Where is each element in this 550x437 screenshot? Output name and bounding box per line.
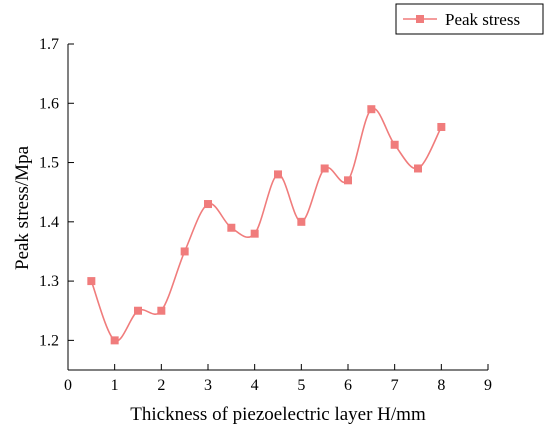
x-tick-label: 8 bbox=[437, 377, 445, 394]
legend-box bbox=[395, 3, 544, 35]
data-point-marker bbox=[437, 122, 446, 131]
legend-marker-swatch bbox=[416, 15, 424, 23]
x-tick-label: 3 bbox=[204, 377, 212, 394]
axis-ticks: 0 1 2 3 4 5 6 7 8 9 1.2 1.3 1.4 1.5 1.6 1.7 bbox=[39, 36, 492, 394]
x-tick-label: 4 bbox=[251, 377, 259, 394]
y-tick-label: 1.6 bbox=[39, 95, 59, 112]
x-axis-label: Thickness of piezoelectric layer H/mm bbox=[130, 404, 426, 425]
data-point-marker bbox=[250, 229, 259, 238]
series-layer bbox=[87, 105, 446, 345]
y-tick-label: 1.3 bbox=[39, 273, 59, 290]
x-tick-label: 2 bbox=[157, 377, 165, 394]
series-line bbox=[90, 107, 443, 342]
x-tick-label: 5 bbox=[297, 377, 305, 394]
legend: Peak stress bbox=[395, 3, 544, 35]
y-tick-label: 1.4 bbox=[39, 214, 59, 231]
data-point-marker bbox=[204, 200, 212, 209]
data-point-marker bbox=[414, 164, 422, 173]
x-tick-label: 1 bbox=[111, 377, 119, 394]
data-point-marker bbox=[344, 176, 352, 185]
data-point-marker bbox=[157, 306, 166, 315]
legend-label: Peak stress bbox=[445, 10, 520, 29]
data-point-marker bbox=[87, 277, 96, 286]
data-point-marker bbox=[227, 223, 236, 232]
data-point-marker bbox=[134, 306, 142, 315]
x-tick-label: 0 bbox=[64, 377, 72, 394]
x-tick-label: 9 bbox=[484, 377, 492, 394]
data-point-marker bbox=[274, 170, 282, 179]
y-tick-label: 1.2 bbox=[39, 332, 59, 349]
y-tick-label: 1.5 bbox=[39, 155, 59, 172]
data-point-marker bbox=[367, 105, 376, 114]
x-tick-label: 7 bbox=[391, 377, 399, 394]
data-point-marker bbox=[110, 336, 119, 345]
y-tick-label: 1.7 bbox=[39, 36, 59, 53]
data-point-marker bbox=[320, 164, 329, 173]
x-tick-label: 6 bbox=[344, 377, 352, 394]
plot-frame bbox=[67, 44, 488, 371]
data-point-marker bbox=[390, 140, 399, 149]
y-axis-label: Peak stress/Mpa bbox=[12, 145, 33, 270]
data-point-marker bbox=[297, 217, 306, 226]
data-point-marker bbox=[180, 247, 189, 256]
